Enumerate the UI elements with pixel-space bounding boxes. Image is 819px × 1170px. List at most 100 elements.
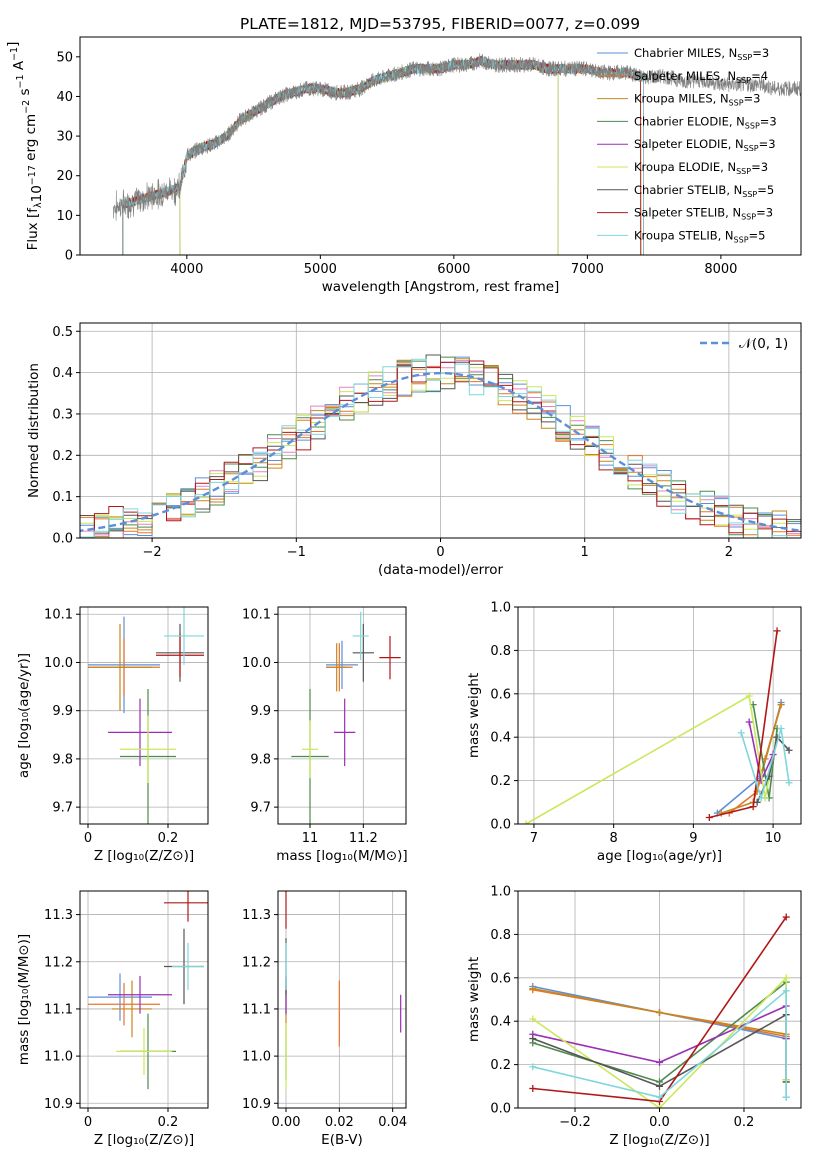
data-marker	[529, 985, 537, 993]
data-marker	[656, 1009, 663, 1017]
y-tick-label: 11.2	[242, 955, 271, 970]
y-axis-label: Flux [fλ10−17 erg cm−2 s−1 A−1]	[5, 42, 45, 251]
legend-tail: =3	[751, 160, 768, 174]
legend-label: Chabrier MILES, N	[634, 46, 737, 60]
y-tick-label: 0	[65, 249, 73, 264]
data-marker	[529, 1035, 537, 1043]
data-marker	[745, 718, 753, 726]
panel-mass-vs-extinction: 0.00 0.02 0.04 10.9 11.0 11.1 11.2 11.3 E(B-V)	[242, 890, 407, 1148]
y-label-part: −17	[27, 165, 38, 185]
y-tick-label: 0.1	[52, 490, 73, 505]
legend-tail: =4	[751, 69, 768, 83]
y-axis-label: Normed distribution	[26, 363, 42, 498]
data-marker	[785, 779, 793, 787]
legend-tail: =3	[744, 92, 761, 106]
y-tick-label: 11.2	[44, 955, 73, 970]
data-marker	[753, 798, 761, 806]
panel-residuals: −2 −1 0 1 2 0.0 0.1 0.2 0.3 0.4 0.5 (data-model)/er…	[26, 322, 802, 578]
x-tick-label: 0	[84, 831, 92, 846]
data-marker	[757, 794, 765, 802]
x-axis-label: wavelength [Angstrom, rest frame]	[322, 279, 560, 295]
data-marker	[737, 729, 745, 737]
legend-tail: =3	[752, 46, 769, 60]
y-tick-label: 0.4	[490, 1015, 511, 1030]
model-spectrum-line	[122, 56, 644, 255]
x-tick-label: 0.04	[378, 1115, 407, 1130]
legend-tail: =3	[759, 137, 776, 151]
y-tick-label: 1.0	[490, 885, 511, 900]
legend-label: Salpeter ELODIE, N	[634, 137, 744, 151]
y-label-part: −1	[9, 47, 20, 61]
y-label-part: A	[11, 60, 27, 74]
panel-mass-weight-vs-metallicity: −0.2 0.0 0.2 0.0 0.2 0.4 0.6 0.8 1.0 Z [log₁₀(Z/Z…	[466, 885, 802, 1148]
data-marker	[745, 692, 753, 700]
model-spectrum-line	[122, 56, 644, 255]
y-tick-label: 11.0	[44, 1050, 73, 1065]
legend-entry: Kroupa MILES, NSSP=3	[634, 92, 760, 108]
x-axis-label: (data-model)/error	[378, 562, 504, 578]
x-tick-label: −2	[143, 545, 162, 560]
y-tick-label: 20	[56, 169, 73, 184]
x-tick-label: 4000	[170, 262, 203, 277]
y-tick-label: 11.1	[44, 1002, 73, 1017]
data-marker	[656, 1058, 663, 1066]
y-label-part: −1	[15, 74, 26, 88]
plot-area	[88, 891, 208, 1090]
legend-label: 𝒩(0, 1)	[739, 336, 788, 352]
legend-tail: =5	[749, 228, 766, 242]
y-label-part: −2	[21, 100, 32, 114]
data-marker	[782, 913, 790, 921]
normal-reference-curve	[80, 371, 801, 533]
data-marker	[705, 813, 713, 821]
y-tick-label: 10.0	[242, 656, 271, 671]
legend-tail: =3	[760, 114, 777, 128]
y-tick-label: 30	[56, 130, 73, 145]
y-tick-label: 0.2	[490, 774, 511, 789]
y-tick-label: 11.3	[242, 908, 271, 923]
y-axis-label: age [log₁₀(age/yr)]	[16, 653, 32, 778]
x-axis-label: mass [log₁₀(M/M⊙)]	[276, 848, 407, 864]
legend-label: Kroupa ELODIE, N	[634, 160, 736, 174]
legend-subscript: SSP	[741, 213, 756, 222]
data-marker	[782, 974, 790, 982]
x-tick-label: 0.0	[649, 1115, 670, 1130]
x-tick-label: 1	[581, 545, 589, 560]
plot-area	[291, 611, 401, 824]
mass-weight-line	[532, 989, 787, 1099]
y-axis-label: mass weight	[466, 673, 482, 758]
y-tick-label: 11.1	[242, 1002, 271, 1017]
x-axis-label: Z [log₁₀(Z/Z⊙)]	[94, 848, 194, 864]
x-tick-label: 2	[725, 545, 733, 560]
legend-subscript: SSP	[737, 53, 752, 62]
y-tick-label: 9.8	[52, 752, 73, 767]
y-tick-label: 11.0	[242, 1050, 271, 1065]
x-tick-label: 11.2	[349, 831, 378, 846]
y-tick-label: 10.9	[44, 1097, 73, 1112]
y-label-part: Flux [f	[25, 207, 41, 251]
x-tick-label: 9	[689, 831, 697, 846]
data-marker	[529, 1063, 537, 1071]
data-marker	[529, 1084, 537, 1092]
panel-mass-vs-metallicity: 0 0.2 10.9 11.0 11.1 11.2 11.3 Z [log₁₀(Z/Z⊙)] m…	[16, 890, 209, 1148]
histogram-step	[80, 358, 801, 538]
x-axis-label: Z [log₁₀(Z/Z⊙)]	[609, 1132, 709, 1148]
y-tick-label: 0.5	[52, 325, 73, 340]
y-tick-label: 1.0	[490, 601, 511, 616]
legend-entry: Salpeter ELODIE, NSSP=3	[634, 137, 776, 153]
legend-entry: Chabrier STELIB, NSSP=5	[634, 183, 774, 199]
x-axis-label: age [log₁₀(age/yr)]	[597, 848, 722, 864]
y-tick-label: 0.4	[490, 731, 511, 746]
data-marker	[782, 1093, 790, 1101]
histogram-step	[80, 360, 801, 538]
y-tick-label: 10.9	[242, 1097, 271, 1112]
axes-frame	[79, 36, 802, 256]
y-tick-label: 40	[56, 90, 73, 105]
y-tick-label: 0.3	[52, 407, 73, 422]
data-marker	[522, 820, 530, 824]
y-tick-label: 10.0	[44, 656, 73, 671]
x-tick-label: −1	[287, 545, 306, 560]
x-tick-label: 5000	[304, 262, 337, 277]
x-tick-label: 0.02	[325, 1115, 354, 1130]
y-tick-label: 0.4	[52, 366, 73, 381]
